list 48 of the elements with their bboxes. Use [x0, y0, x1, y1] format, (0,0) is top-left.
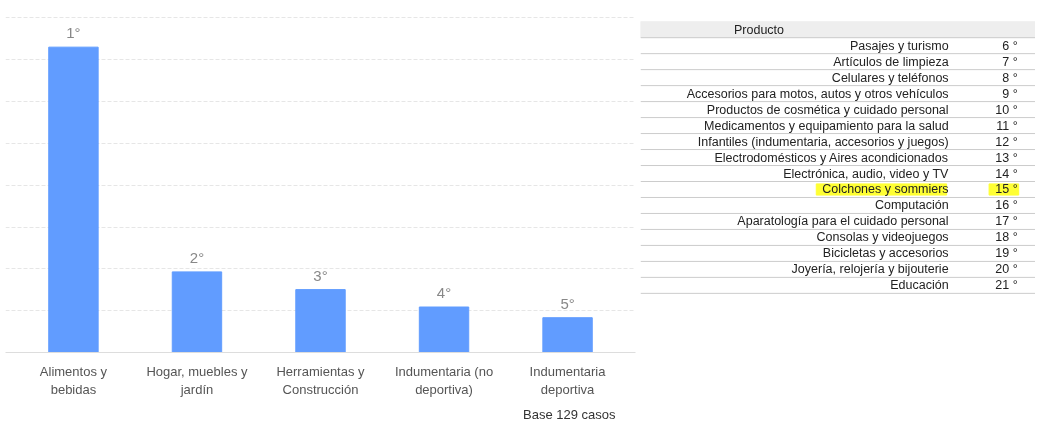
- x-tick-label: Hogar, muebles y jardín: [146, 363, 249, 397]
- data-label: 16 °: [995, 198, 1018, 213]
- category-label: Infantiles (indumentaria, accesorios y juegos): [697, 134, 949, 149]
- data-label: 7 °: [1002, 54, 1018, 69]
- category-label: Celulares y teléfonos: [831, 70, 949, 85]
- category-label: Consolas y videojuegos: [816, 230, 949, 245]
- text: Base 129 casos: [523, 406, 616, 422]
- text: Producto: [733, 22, 785, 37]
- bar: [171, 271, 223, 353]
- x-tick-label: Indumentaria (no deportiva): [394, 363, 494, 397]
- data-label: 8 °: [1002, 70, 1018, 85]
- data-label: 9 °: [1002, 86, 1018, 101]
- annotation: 1°: [66, 24, 81, 42]
- data-label: 21 °: [995, 278, 1018, 293]
- data-label: 15 °: [995, 182, 1018, 197]
- data-label: 20 °: [995, 262, 1018, 277]
- category-label: Medicamentos y equipamiento para la salud: [704, 118, 949, 133]
- bar: [418, 306, 470, 353]
- data-label: 6 °: [1002, 38, 1018, 53]
- x-tick-label: Indumentaria deportiva: [529, 363, 607, 397]
- category-label: Artículos de limpieza: [833, 54, 949, 69]
- category-label: Accesorios para motos, autos y otros vehículos: [686, 86, 949, 101]
- data-label: 14 °: [995, 166, 1018, 181]
- annotation: 3°: [313, 266, 328, 284]
- category-label: Pasajes y turismo: [849, 38, 949, 53]
- annotation: 2°: [189, 248, 205, 266]
- bar: [48, 46, 99, 353]
- category-label: Computación: [874, 198, 949, 213]
- category-label: Aparatología para el cuidado personal: [737, 214, 949, 229]
- data-label: 19 °: [995, 246, 1018, 261]
- data-label: 18 °: [995, 230, 1018, 245]
- x-tick-label: Alimentos y bebidas: [39, 363, 108, 397]
- x-tick-label: Herramientas y Construcción: [276, 363, 366, 397]
- annotation: 5°: [560, 294, 575, 312]
- category-label: Joyería, relojería y bijouterie: [791, 262, 949, 277]
- data-label: 12 °: [995, 134, 1018, 149]
- data-label: 11 °: [996, 118, 1018, 133]
- category-label: Electrodomésticos y Aires acondicionados: [714, 150, 948, 165]
- category-label: Electrónica, audio, video y TV: [783, 166, 950, 181]
- annotation: 4°: [436, 284, 452, 301]
- bar: [542, 317, 593, 353]
- category-label: Productos de cosmética y cuidado personal: [706, 102, 949, 117]
- category-label: Bicicletas y accesorios: [822, 246, 949, 261]
- category-label: Educación: [890, 278, 949, 293]
- data-label: 10 °: [995, 102, 1018, 117]
- bar: [295, 289, 346, 353]
- data-label: 17 °: [995, 214, 1018, 229]
- data-label: 13 °: [995, 150, 1018, 165]
